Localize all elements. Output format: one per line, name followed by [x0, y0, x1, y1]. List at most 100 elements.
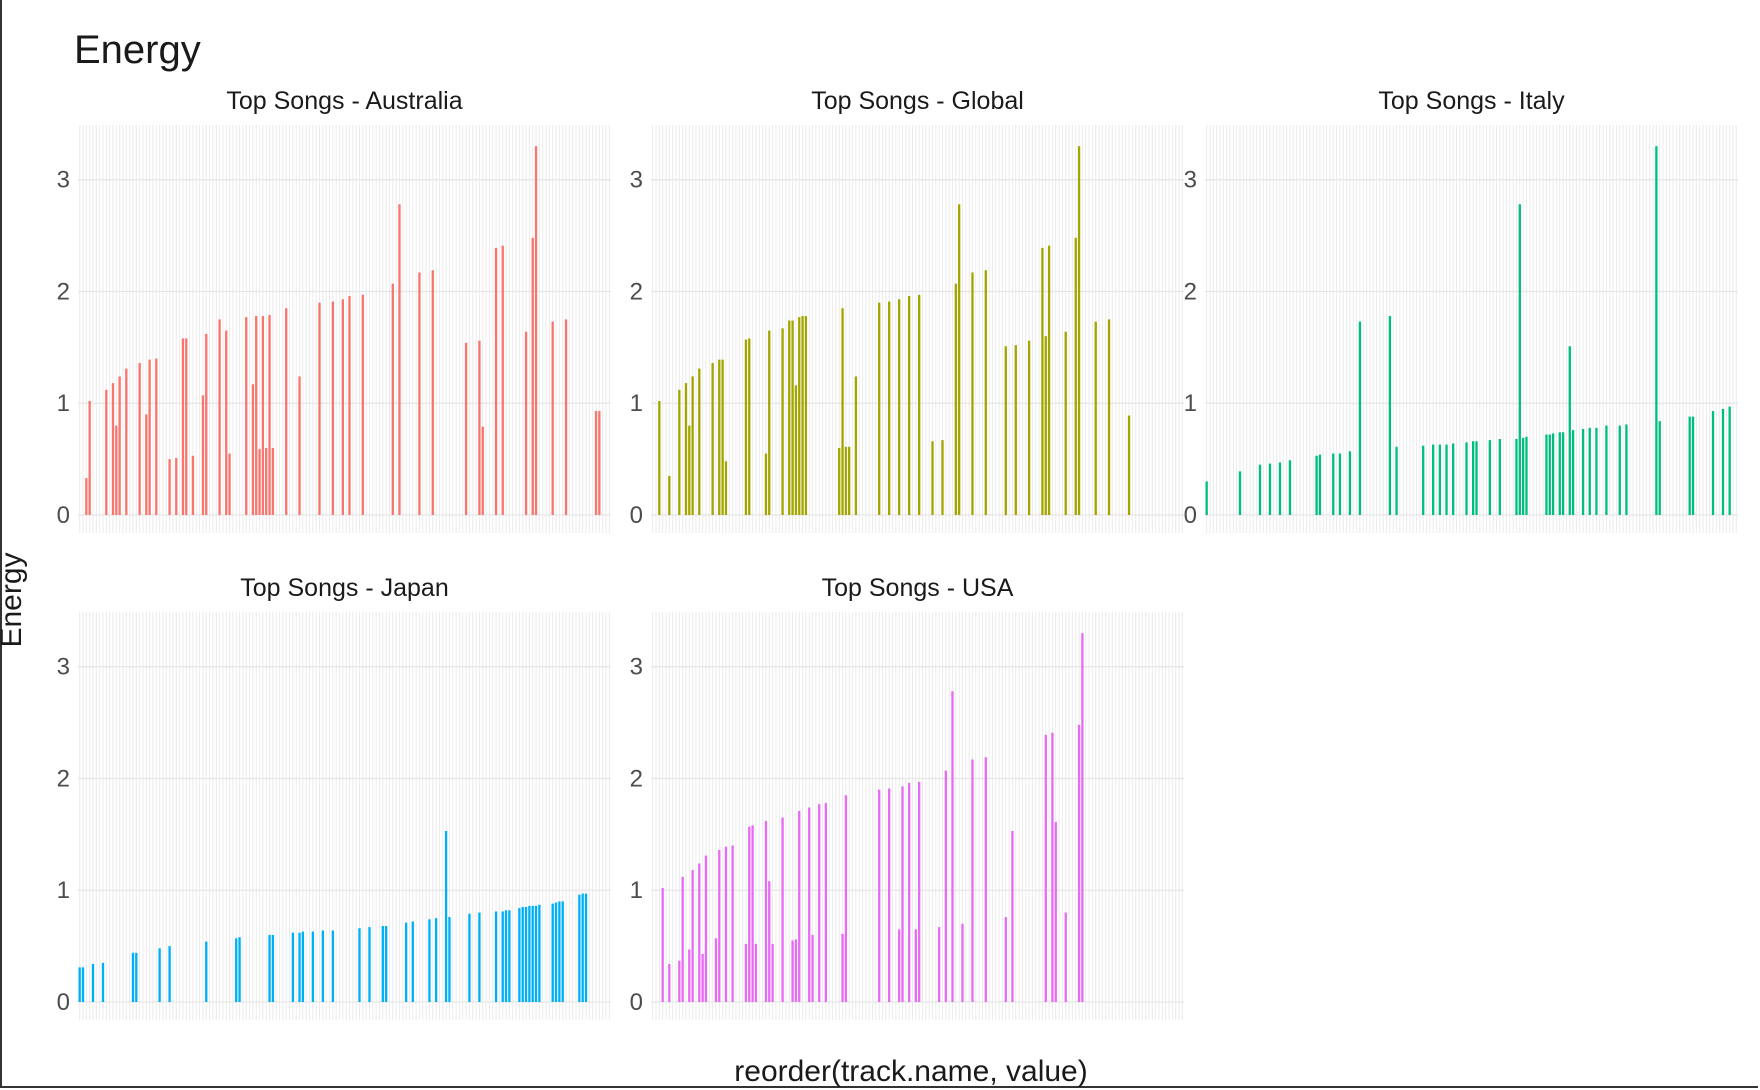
bar	[1595, 427, 1598, 515]
x-axis-title: reorder(track.name, value)	[734, 1055, 1087, 1088]
bar	[311, 931, 315, 1002]
y-tick-label: 0	[630, 989, 643, 1016]
y-tick-label: 2	[630, 765, 643, 792]
bar	[941, 440, 944, 515]
bar	[181, 338, 185, 515]
bar	[494, 247, 498, 515]
bar	[1027, 340, 1031, 515]
bar	[318, 302, 321, 515]
bar	[298, 932, 301, 1002]
bar	[1515, 439, 1518, 515]
bar	[554, 902, 558, 1002]
bar	[331, 301, 335, 515]
bar	[838, 447, 841, 515]
bar	[268, 934, 271, 1002]
bar	[381, 926, 384, 1002]
bar	[268, 314, 271, 515]
bar	[791, 320, 794, 515]
bar	[698, 863, 701, 1002]
y-tick-label: 2	[630, 278, 643, 305]
bar	[508, 910, 511, 1002]
bar	[1471, 441, 1475, 515]
bar	[518, 908, 521, 1002]
bar	[811, 934, 814, 1002]
bar	[1588, 427, 1591, 515]
bar	[668, 475, 671, 515]
bar	[504, 910, 508, 1002]
bar	[91, 964, 95, 1002]
bar	[1258, 464, 1262, 515]
bar	[155, 358, 158, 515]
bar	[748, 338, 751, 515]
bar	[1011, 831, 1014, 1002]
bar	[798, 810, 801, 1002]
bar	[111, 383, 115, 515]
bar	[908, 295, 911, 515]
y-tick-label: 1	[1184, 390, 1197, 417]
bar	[148, 359, 151, 515]
bar	[158, 948, 161, 1002]
bar	[684, 383, 688, 515]
bar	[115, 425, 118, 515]
bar	[418, 272, 421, 515]
bar	[1551, 433, 1555, 515]
y-tick-label: 3	[57, 167, 70, 194]
bar	[688, 949, 691, 1002]
bar	[917, 294, 921, 515]
y-tick-label: 1	[630, 390, 643, 417]
bar	[1558, 432, 1561, 515]
y-tick-label: 3	[630, 167, 643, 194]
bar	[794, 939, 798, 1002]
panel-background	[78, 125, 611, 533]
y-tick-label: 3	[57, 654, 70, 681]
bar	[1318, 454, 1322, 515]
bar	[1014, 345, 1017, 515]
facet-panels: 0 1 2 3 Top Songs - Australia 0 1 2 3 Top Songs -…	[57, 87, 1738, 1020]
bar	[768, 881, 771, 1002]
bar	[538, 904, 541, 1002]
bar	[285, 308, 288, 515]
bar	[971, 759, 974, 1002]
bar	[1488, 440, 1491, 515]
bar	[1521, 437, 1525, 515]
bar	[744, 943, 748, 1002]
bar	[81, 967, 85, 1002]
bar	[444, 831, 448, 1002]
y-tick-label: 0	[1184, 502, 1197, 529]
bar	[1081, 633, 1084, 1002]
bar	[88, 401, 91, 515]
facet-panel: 0 1 2 3 Top Songs - Japan	[57, 574, 611, 1020]
y-tick-label: 2	[1184, 278, 1197, 305]
bar	[1545, 434, 1548, 515]
bar	[464, 342, 468, 515]
bar	[551, 903, 554, 1002]
bar	[175, 458, 178, 515]
bar	[255, 316, 258, 515]
bar	[1711, 411, 1715, 515]
bar	[1041, 247, 1044, 515]
bar	[1498, 439, 1501, 515]
bar	[448, 917, 451, 1002]
bar	[1438, 444, 1442, 515]
bar	[788, 320, 791, 515]
bar	[1077, 724, 1081, 1002]
bar	[594, 411, 598, 515]
panel-background	[651, 125, 1184, 533]
bar	[794, 385, 798, 515]
bar	[1004, 917, 1007, 1002]
bar	[668, 964, 671, 1002]
bar	[534, 146, 538, 516]
panel-background	[651, 612, 1184, 1020]
panel-background	[1205, 125, 1738, 533]
bar	[1288, 460, 1292, 515]
y-tick-label: 2	[57, 278, 70, 305]
bar	[661, 888, 664, 1002]
bar	[781, 328, 784, 515]
chart-title: Energy	[74, 28, 201, 72]
y-tick-label: 3	[630, 654, 643, 681]
bar	[801, 316, 804, 515]
bar	[1721, 408, 1725, 515]
bar	[1618, 425, 1621, 515]
bar	[724, 846, 728, 1002]
